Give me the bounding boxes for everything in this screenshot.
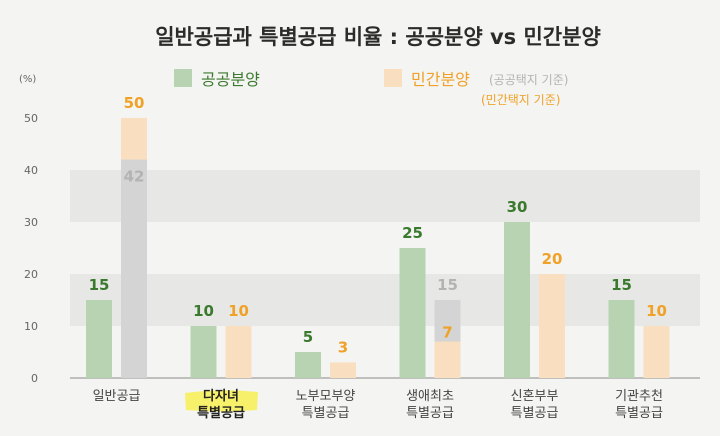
category-label: 생애최초 (406, 389, 454, 404)
bar-private (643, 326, 670, 378)
legend-note-private-land: (민간택지 기준) (481, 93, 560, 107)
value-label-private: 3 (338, 338, 348, 356)
y-tick-label: 0 (31, 372, 38, 385)
value-label-private: 20 (542, 250, 563, 268)
category-label: 노부모부양 (296, 389, 356, 404)
value-label-private-inner: 42 (124, 168, 145, 186)
bar-public (190, 326, 217, 378)
bar-private (330, 362, 356, 378)
category-label: 특별공급 (406, 406, 454, 421)
x-axis-categories: 일반공급 다자녀특별공급노부모부양특별공급생애최초특별공급신혼부부특별공급기관추천… (93, 388, 663, 421)
category-label: 기관추천 (615, 389, 663, 404)
value-label-public: 10 (193, 302, 214, 320)
category-label: 일반공급 (93, 389, 141, 404)
value-label-public: 25 (402, 224, 423, 242)
bar-public (399, 248, 426, 378)
bar-private (539, 274, 565, 378)
bar-public (608, 300, 635, 378)
value-label-private: 10 (646, 302, 667, 320)
y-axis-unit: (%) (19, 74, 36, 85)
legend-label-public: 공공분양 (201, 70, 260, 89)
category-label: 다자녀 (203, 388, 239, 404)
y-tick-label: 40 (24, 164, 38, 177)
legend-label-private: 민간분양 (411, 70, 470, 89)
legend-note-public-land: (공공택지 기준) (489, 73, 568, 87)
value-label-private-inner: 15 (437, 276, 458, 294)
value-label-private: 50 (124, 94, 145, 112)
chart-title: 일반공급과 특별공급 비율 : 공공분양 vs 민간분양 (155, 25, 601, 49)
background-band (70, 274, 700, 326)
bar-public (504, 222, 530, 378)
bar-private (225, 326, 252, 378)
legend-swatch-public (174, 69, 192, 87)
category-label: 신혼부부 (511, 389, 559, 404)
bar-public (295, 352, 321, 378)
y-axis-ticks: 0 10 20 30 40 50 (24, 112, 38, 385)
y-tick-label: 50 (24, 112, 38, 125)
bar-private-segment (434, 341, 461, 378)
value-labels: 15 50 42 10 10 5 3 25 7 15 30 20 15 10 (89, 94, 667, 356)
value-label-public: 5 (303, 328, 313, 346)
bars (86, 118, 670, 378)
value-label-public: 30 (507, 198, 528, 216)
y-tick-label: 10 (24, 320, 38, 333)
category-label: 특별공급 (511, 406, 559, 421)
category-highlight (185, 390, 258, 412)
y-tick-label: 30 (24, 216, 38, 229)
value-label-public: 15 (89, 276, 110, 294)
bar-private-inner (121, 159, 147, 378)
category-label: 특별공급 (615, 406, 663, 421)
category-label: 특별공급 (197, 405, 245, 421)
value-label-private: 10 (228, 302, 249, 320)
background-bands (70, 170, 700, 326)
bar-public (86, 300, 112, 378)
value-label-private-segment: 7 (442, 324, 452, 342)
value-label-public: 15 (611, 276, 632, 294)
y-tick-label: 20 (24, 268, 38, 281)
background-band (70, 170, 700, 222)
category-label: 특별공급 (302, 406, 350, 421)
legend-swatch-private (384, 69, 402, 87)
legend: 공공분양 민간분양 (공공택지 기준) (민간택지 기준) (174, 69, 568, 107)
